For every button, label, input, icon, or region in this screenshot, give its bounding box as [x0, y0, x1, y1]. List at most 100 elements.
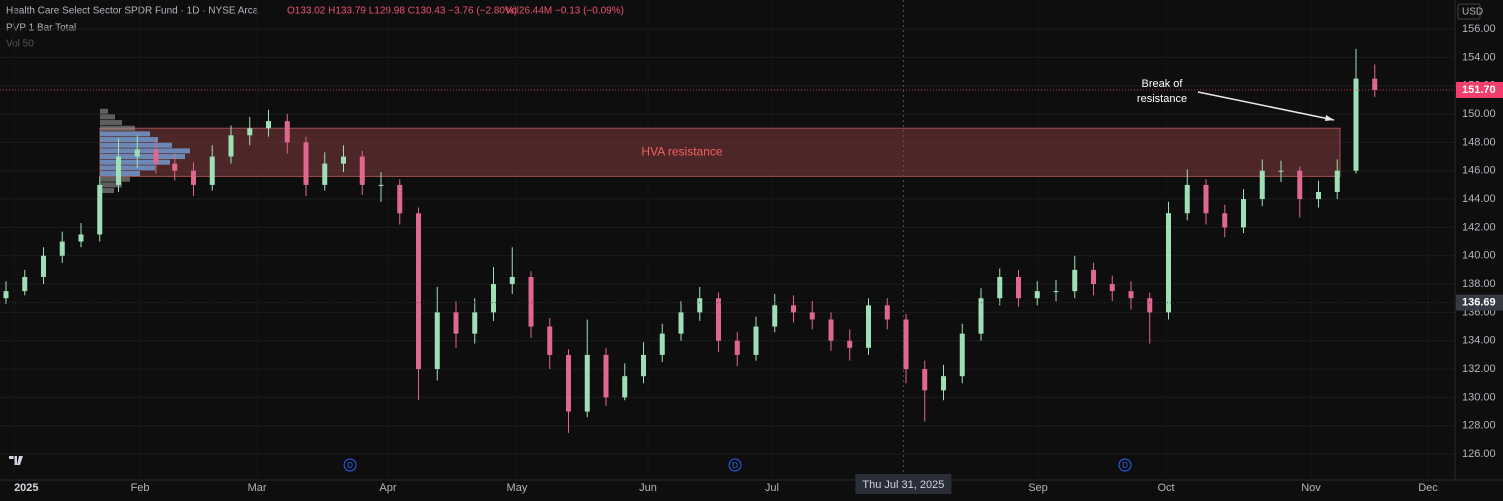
candle-body: [472, 312, 478, 334]
y-tick-label: 130.00: [1462, 391, 1496, 403]
y-tick-label: 128.00: [1462, 420, 1496, 432]
y-tick-label: 150.00: [1462, 108, 1496, 120]
dividend-marker: [343, 458, 357, 472]
candle-body: [434, 312, 440, 370]
price-label: 136.69: [1462, 297, 1496, 309]
candle-body: [1353, 78, 1359, 171]
candle-body: [903, 319, 909, 370]
price-label-box: [1456, 81, 1503, 98]
candle-body: [603, 354, 609, 398]
x-tick-label: Oct: [1158, 482, 1175, 494]
price-label: 151.70: [1462, 84, 1496, 96]
candle-body: [266, 121, 271, 129]
candle-body: [847, 340, 853, 348]
y-tick-label: 140.00: [1462, 250, 1496, 262]
volume-profile-bar: [100, 142, 172, 148]
candle-body: [116, 156, 121, 185]
x-tick-label: Nov: [1301, 482, 1321, 494]
candle-body: [1278, 170, 1284, 172]
candle-body: [978, 298, 984, 334]
annotation: Break of: [1142, 78, 1184, 90]
tv-logo: [9, 456, 23, 465]
candle-body: [566, 354, 571, 412]
candle-body: [153, 149, 159, 164]
x-tick-label: Feb: [131, 482, 150, 494]
candle-body: [734, 340, 740, 355]
x-tick-label: May: [507, 482, 528, 494]
candle-body: [191, 170, 196, 185]
dividend-label: D: [732, 461, 738, 470]
candle-body: [284, 121, 290, 143]
candle-body: [416, 213, 421, 370]
candle-body: [547, 326, 553, 355]
candle-body: [209, 156, 215, 185]
candle-body: [3, 291, 9, 299]
chart-title: Health Care Select Sector SPDR Fund · 1D…: [6, 6, 259, 17]
candle-body: [622, 376, 628, 398]
candle-body: [959, 333, 965, 377]
currency-box[interactable]: [1457, 3, 1481, 20]
candle-body: [1034, 291, 1040, 299]
volume-profile-bar: [100, 114, 115, 120]
candle-body: [528, 276, 534, 327]
dividend-label: D: [1122, 461, 1128, 470]
x-tick-label: Apr: [379, 482, 396, 494]
currency[interactable]: USD: [1462, 7, 1483, 18]
x-tick-label: Mar: [248, 482, 267, 494]
volume-profile-bar: [100, 182, 122, 188]
candle-body: [1259, 170, 1265, 200]
candle-body: [772, 305, 778, 327]
candle-body: [97, 184, 103, 235]
candle-body: [697, 298, 703, 313]
x-tick-label: 2025: [14, 482, 38, 494]
volume-profile-bar: [100, 176, 130, 182]
candle-body: [172, 163, 178, 171]
y-tick-label: 148.00: [1462, 136, 1496, 148]
candle-body: [1222, 213, 1228, 228]
volume-profile-bar: [100, 159, 170, 165]
arrow-head: [1325, 115, 1334, 121]
candle-body: [397, 184, 403, 214]
volume-profile-bar: [100, 137, 158, 143]
zone-label: HVA resistance: [641, 144, 722, 158]
candle-body: [716, 298, 721, 341]
candle-body: [378, 184, 384, 186]
x-tick-label: Dec: [1418, 482, 1438, 494]
candle-body: [941, 376, 946, 391]
volume-profile-bar: [100, 165, 155, 171]
candle-body: [1241, 199, 1246, 228]
candle-body: [809, 312, 815, 320]
candle-body: [341, 156, 346, 164]
candle-body: [1203, 184, 1209, 214]
dividend-marker: [1118, 458, 1132, 472]
indicator-label: Vol 50: [6, 39, 34, 50]
y-tick-label: 156.00: [1462, 23, 1496, 35]
candle-body: [641, 354, 646, 377]
candle-body: [1016, 276, 1021, 299]
candle-body: [247, 128, 253, 136]
candle-body: [922, 369, 928, 391]
candle-body: [41, 255, 46, 277]
dividend-marker: [728, 458, 742, 472]
y-tick-label: 126.00: [1462, 448, 1496, 460]
y-tick-label: 142.00: [1462, 221, 1496, 233]
candle-body: [509, 276, 515, 285]
candle-body: [1147, 298, 1153, 313]
dividend-label: D: [347, 461, 353, 470]
price-label-box: [1456, 294, 1503, 311]
candle-body: [228, 135, 234, 157]
volume-profile-bar: [100, 188, 114, 194]
candle-body: [997, 276, 1003, 299]
candle-body: [791, 305, 796, 313]
candle-body: [828, 319, 834, 341]
candle-body: [322, 163, 328, 185]
candle-body: [1297, 170, 1303, 200]
candle-body: [584, 354, 590, 412]
ohlc-legend: O133.02 H133.79 L129.98 C130.43 −3.76 (−…: [287, 6, 517, 17]
candle-body: [1166, 213, 1171, 313]
candle-body: [884, 305, 890, 320]
y-tick-label: 134.00: [1462, 335, 1496, 347]
candle-body: [1372, 78, 1378, 90]
